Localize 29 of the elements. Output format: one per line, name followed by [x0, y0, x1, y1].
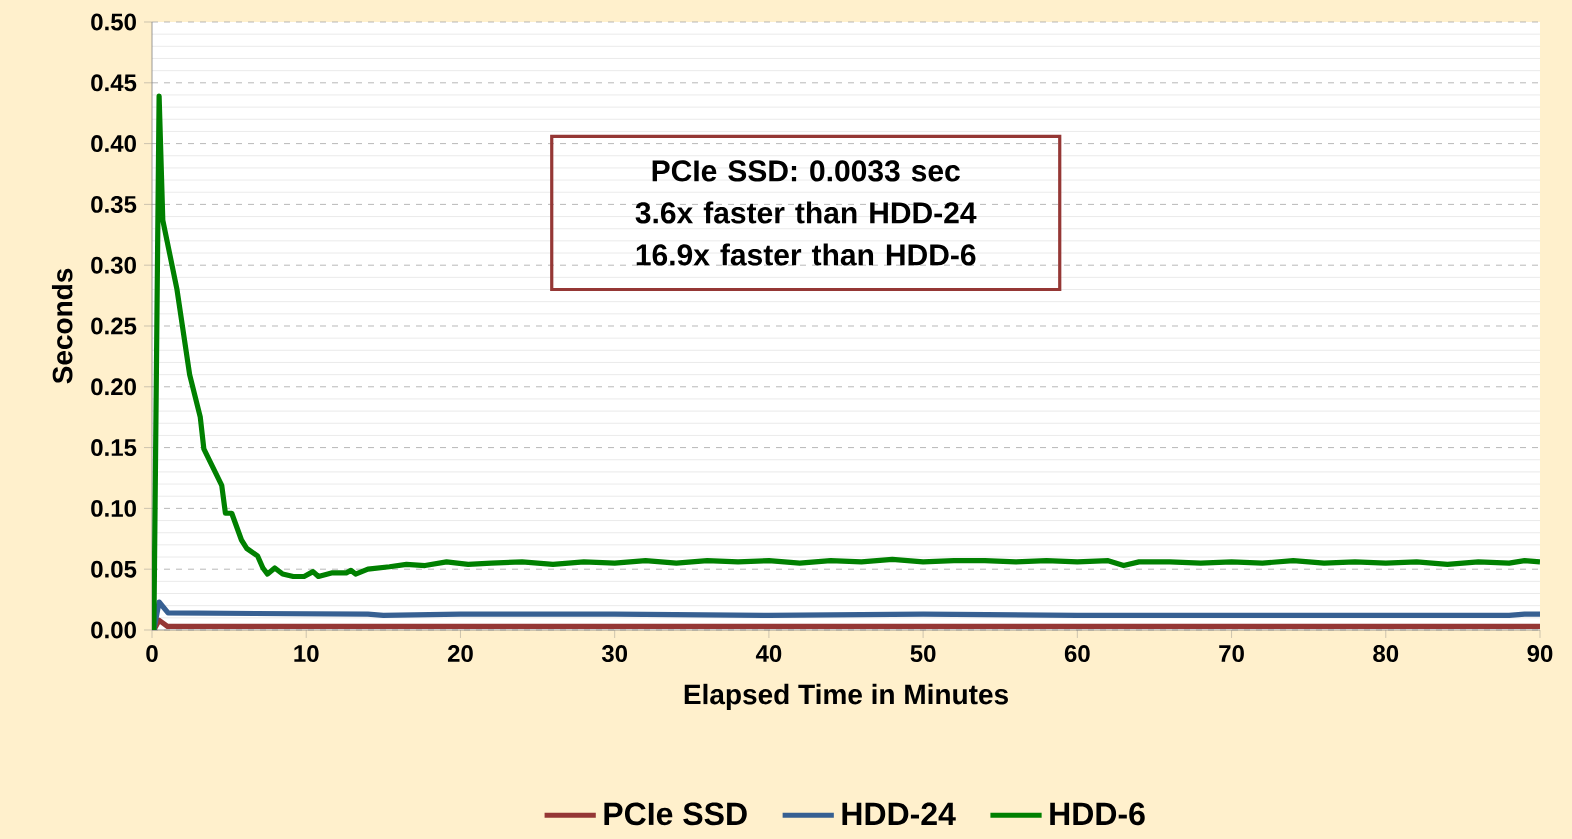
x-tick-label: 20	[447, 645, 473, 663]
y-tick-label: 0.10	[91, 499, 136, 517]
y-tick-label: 0.20	[91, 378, 136, 396]
x-axis-title: Elapsed Time in Minutes	[684, 683, 1008, 710]
legend-label: HDD-6	[1050, 802, 1145, 826]
annotation: 16.9x faster than HDD-6	[636, 243, 976, 266]
y-tick-label: 0.35	[91, 195, 137, 213]
legend-label: HDD-24	[842, 802, 956, 825]
annotation: 3.6x faster than HDD-24	[635, 201, 977, 224]
y-axis-title: Seconds	[51, 268, 73, 384]
x-tick-label: 80	[1373, 645, 1399, 663]
x-tick-label: 0	[146, 645, 158, 663]
y-tick-label: 0.25	[91, 317, 137, 335]
legend-label: PCIe SSD	[604, 802, 747, 826]
y-tick-label: 0.40	[91, 135, 136, 153]
x-tick-label: 30	[601, 645, 628, 663]
x-tick-label: 70	[1219, 645, 1244, 663]
y-tick-label: 0.45	[91, 74, 137, 92]
y-tick-label: 0.15	[91, 439, 137, 457]
x-tick-label: 10	[294, 645, 319, 663]
x-tick-label: 90	[1527, 645, 1553, 663]
x-tick-label: 60	[1064, 645, 1090, 663]
x-tick-label: 50	[910, 645, 936, 663]
y-tick-label: 0.50	[91, 13, 136, 31]
y-tick-label: 0.30	[91, 256, 136, 274]
annotation: PCIe SSD: 0.0033 sec	[652, 160, 960, 182]
x-tick-label: 40	[755, 645, 782, 663]
y-tick-label: 0.00	[91, 621, 136, 639]
y-tick-label: 0.05	[91, 560, 137, 578]
